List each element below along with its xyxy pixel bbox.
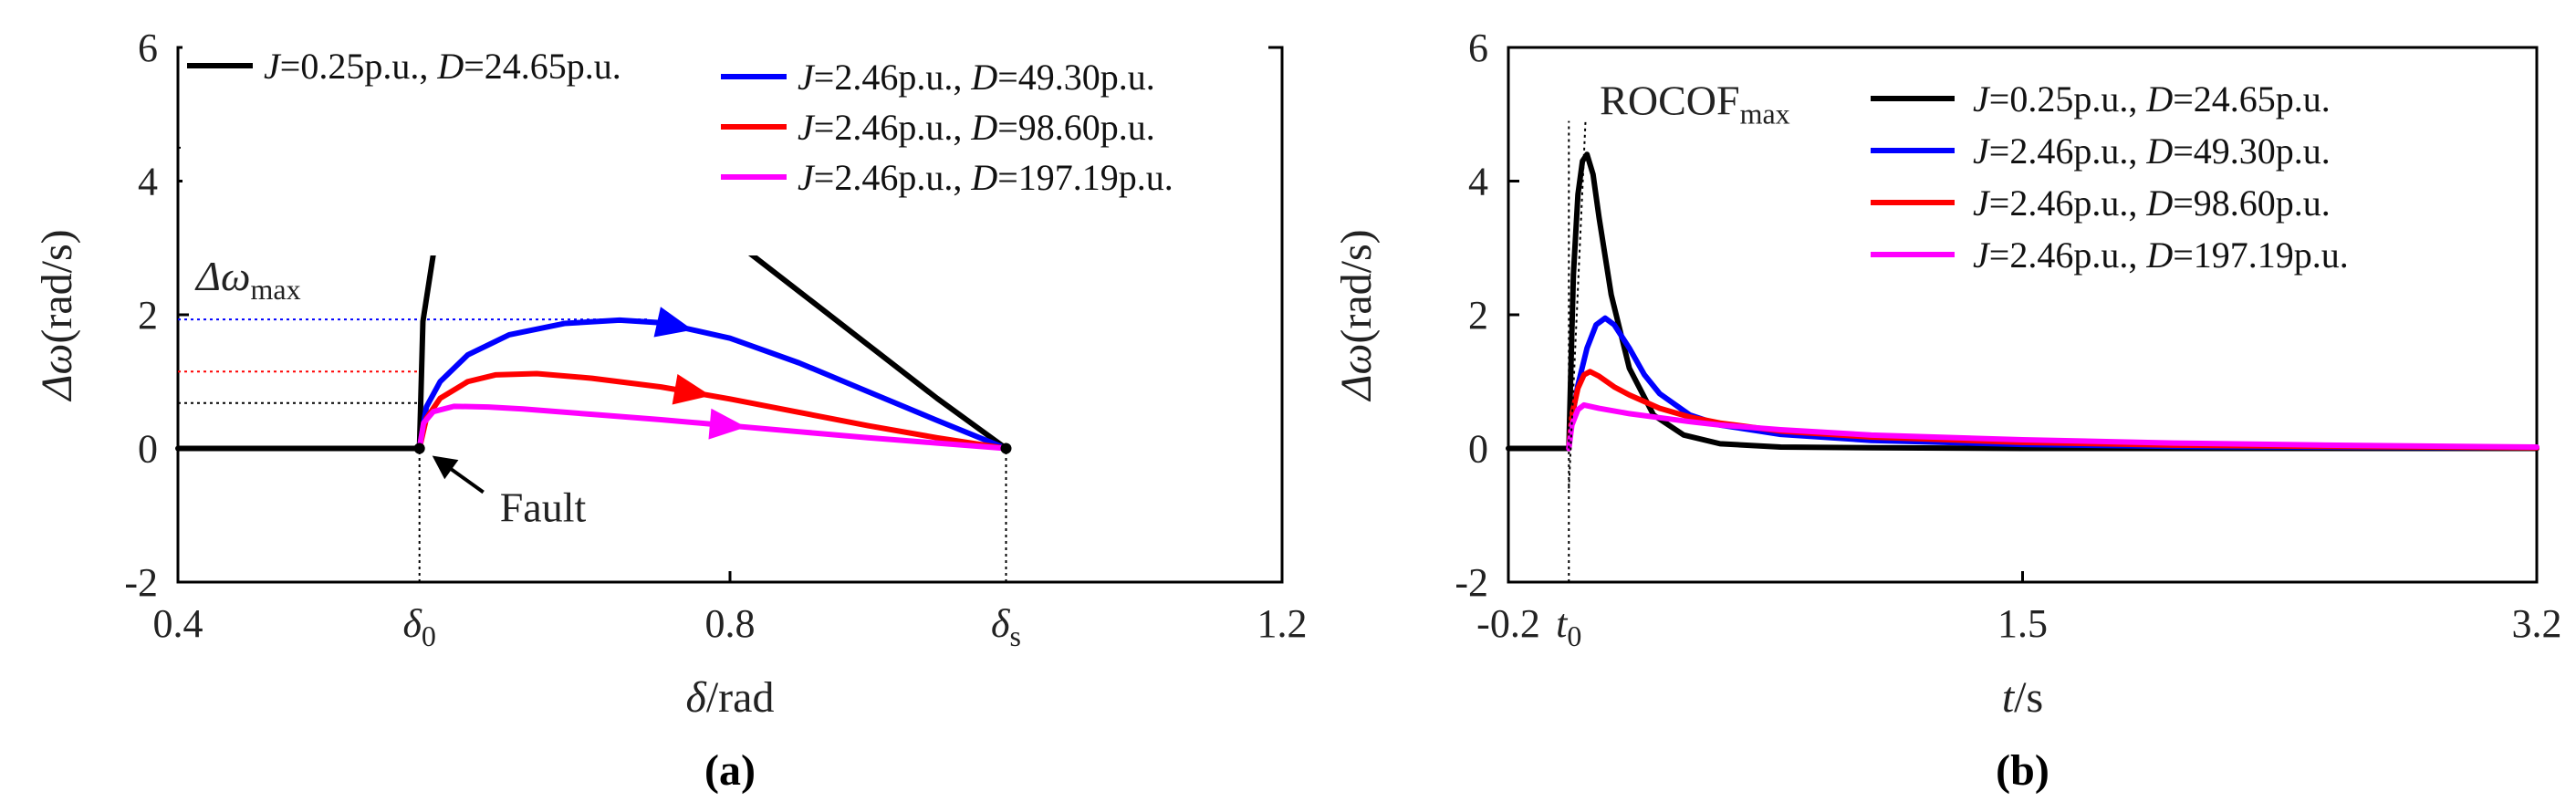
plot-frame xyxy=(1507,46,2539,584)
x-symbol-tick-label: δs xyxy=(991,601,1021,652)
legend-label: J=2.46p.u., D=197.19p.u. xyxy=(1973,234,2349,276)
legend-item: J=2.46p.u., D=98.60p.u. xyxy=(721,107,1155,148)
y-tick-label: 6 xyxy=(1468,26,1488,70)
x-tick-label: 3.2 xyxy=(2512,601,2562,646)
fault-point xyxy=(413,442,425,454)
legend-item: J=2.46p.u., D=197.19p.u. xyxy=(721,157,1173,198)
legend-item: J=0.25p.u., D=24.65p.u. xyxy=(1871,78,2331,120)
x-axis-label: t/s xyxy=(2002,673,2043,722)
legend-label: J=2.46p.u., D=98.60p.u. xyxy=(798,107,1155,148)
legend-label: J=2.46p.u., D=98.60p.u. xyxy=(1973,182,2331,224)
y-tick-label: 0 xyxy=(1468,427,1488,472)
y-tick-label: 2 xyxy=(138,293,158,338)
chart-panel-b: -2 0 2 4 6 -0.2 1.5 3.2 t0 Δω(rad/s) t/s (b) ROCOFma… xyxy=(1332,26,2562,795)
series-line xyxy=(1566,401,2539,452)
panel-label: (b) xyxy=(1996,746,2049,795)
x-symbol-tick-label: t0 xyxy=(1556,601,1581,652)
direction-arrow xyxy=(708,408,746,440)
legend-item: J=0.25p.u., D=24.65p.u. xyxy=(187,46,621,87)
legend-item: J=2.46p.u., D=49.30p.u. xyxy=(721,57,1155,98)
x-tick-label: -0.2 xyxy=(1476,601,1540,646)
rocof-max-label: ROCOFmax xyxy=(1600,77,1789,130)
series-line xyxy=(416,317,1009,452)
y-tick-label: -2 xyxy=(124,560,158,605)
y-tick-label: 4 xyxy=(1468,160,1488,204)
y-axis-label: Δω(rad/s) xyxy=(1332,229,1381,401)
x-axis-label: δ/rad xyxy=(686,673,775,722)
x-tick-label: 1.2 xyxy=(1257,601,1308,646)
fault-arrow-head xyxy=(432,455,459,480)
x-symbol-tick-label: δ0 xyxy=(402,601,435,652)
equilibrium-point xyxy=(1000,442,1012,454)
series-line xyxy=(1566,369,2539,452)
chart-panel-a: -2 0 2 4 6 0.4 0.8 1.2 δ0 δs Δω(rad/s) δ/rad (a) Δωma… xyxy=(33,26,1308,795)
legend-item: J=2.46p.u., D=197.19p.u. xyxy=(1871,234,2349,276)
y-tick-label: -2 xyxy=(1455,560,1488,605)
direction-arrow xyxy=(653,307,694,338)
legend-item: J=2.46p.u., D=98.60p.u. xyxy=(1871,182,2331,224)
series-line xyxy=(1566,315,2539,452)
fault-label: Fault xyxy=(500,484,587,531)
y-tick-label: 6 xyxy=(138,26,158,70)
x-tick-label: 0.4 xyxy=(153,601,203,646)
y-axis-label: Δω(rad/s) xyxy=(33,229,81,401)
series-line xyxy=(416,403,1009,452)
y-tick-label: 0 xyxy=(138,427,158,472)
legend-label: J=2.46p.u., D=49.30p.u. xyxy=(1973,130,2331,172)
rocof-tangent-line xyxy=(1568,120,1587,489)
dw-max-label: Δωmax xyxy=(194,253,301,306)
y-tick-label: 4 xyxy=(138,160,158,204)
legend-label: J=0.25p.u., D=24.65p.u. xyxy=(264,46,621,87)
series-line xyxy=(416,370,1009,452)
y-tick-label: 2 xyxy=(1468,293,1488,338)
x-tick-label: 0.8 xyxy=(705,601,756,646)
panel-label: (a) xyxy=(704,746,756,795)
legend-label: J=2.46p.u., D=49.30p.u. xyxy=(798,57,1155,98)
legend-label: J=2.46p.u., D=197.19p.u. xyxy=(798,157,1173,198)
direction-arrow xyxy=(672,374,711,405)
x-tick-label: 1.5 xyxy=(1997,601,2048,646)
legend-background xyxy=(183,36,1268,255)
legend-label: J=0.25p.u., D=24.65p.u. xyxy=(1973,78,2331,120)
legend-item: J=2.46p.u., D=49.30p.u. xyxy=(1871,130,2331,172)
